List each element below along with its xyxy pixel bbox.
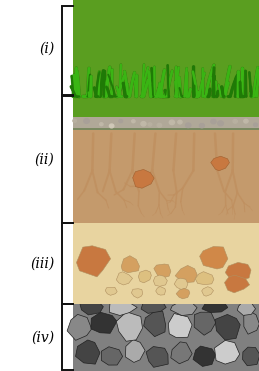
Polygon shape	[215, 315, 240, 340]
Polygon shape	[194, 312, 216, 335]
Polygon shape	[131, 289, 143, 298]
Polygon shape	[138, 270, 151, 283]
Polygon shape	[144, 311, 166, 336]
Ellipse shape	[169, 120, 175, 125]
Polygon shape	[175, 265, 197, 282]
Polygon shape	[156, 286, 166, 295]
Bar	[73, 117, 259, 128]
Bar	[73, 96, 259, 223]
Ellipse shape	[185, 123, 191, 128]
Bar	[73, 96, 259, 117]
Polygon shape	[109, 302, 137, 315]
Polygon shape	[76, 246, 111, 277]
Polygon shape	[146, 347, 168, 367]
Bar	[73, 96, 259, 130]
Text: (iv): (iv)	[31, 331, 54, 345]
Ellipse shape	[244, 119, 248, 123]
Polygon shape	[133, 170, 154, 188]
Text: (iii): (iii)	[30, 256, 54, 270]
Ellipse shape	[157, 123, 162, 127]
Polygon shape	[195, 272, 214, 285]
Ellipse shape	[254, 123, 257, 127]
Polygon shape	[237, 300, 256, 315]
Ellipse shape	[211, 119, 216, 124]
Polygon shape	[76, 340, 100, 364]
Polygon shape	[91, 312, 117, 333]
Polygon shape	[141, 298, 166, 313]
Polygon shape	[202, 287, 213, 296]
Text: (i): (i)	[39, 41, 54, 55]
Polygon shape	[176, 96, 259, 115]
Ellipse shape	[73, 119, 76, 122]
Bar	[73, 0, 259, 117]
Polygon shape	[170, 301, 197, 316]
Ellipse shape	[100, 123, 103, 126]
Ellipse shape	[141, 122, 146, 126]
Ellipse shape	[233, 119, 237, 123]
Polygon shape	[176, 289, 190, 299]
Polygon shape	[121, 256, 139, 273]
Ellipse shape	[119, 119, 123, 123]
Polygon shape	[168, 313, 192, 338]
Polygon shape	[193, 346, 215, 367]
Text: (ii): (ii)	[35, 152, 54, 167]
Polygon shape	[214, 340, 240, 364]
Polygon shape	[243, 347, 259, 366]
Polygon shape	[202, 299, 228, 312]
Bar	[73, 223, 259, 304]
Polygon shape	[244, 311, 259, 334]
Ellipse shape	[218, 121, 223, 126]
Polygon shape	[116, 272, 133, 285]
Ellipse shape	[132, 120, 135, 123]
Ellipse shape	[148, 123, 152, 126]
Polygon shape	[79, 298, 103, 315]
Polygon shape	[154, 264, 171, 278]
Ellipse shape	[178, 120, 182, 124]
Polygon shape	[105, 287, 117, 295]
Polygon shape	[101, 347, 123, 365]
Polygon shape	[225, 275, 250, 293]
Ellipse shape	[199, 124, 204, 128]
Polygon shape	[116, 312, 142, 341]
Ellipse shape	[84, 119, 89, 123]
Polygon shape	[125, 339, 145, 362]
Bar	[73, 304, 259, 371]
Polygon shape	[225, 262, 251, 282]
Polygon shape	[67, 314, 92, 340]
Polygon shape	[211, 156, 229, 171]
Polygon shape	[174, 278, 188, 289]
Polygon shape	[200, 246, 228, 269]
Ellipse shape	[109, 124, 114, 128]
Polygon shape	[153, 275, 167, 286]
Polygon shape	[171, 342, 192, 364]
